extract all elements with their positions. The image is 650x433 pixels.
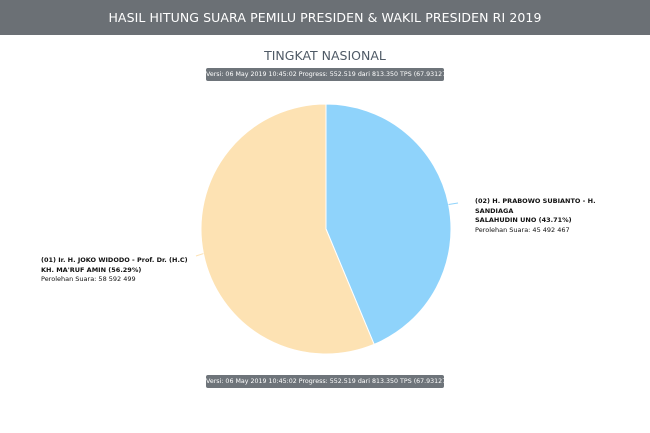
slice-label-02-votes: Perolehan Suara: 45 492 467 xyxy=(475,225,570,234)
version-badge-top: Versi: 06 May 2019 10:45:02 Progress: 55… xyxy=(206,68,444,81)
chart-subtitle: TINGKAT NASIONAL xyxy=(264,48,386,63)
slice-connector-0 xyxy=(448,202,459,205)
slice-label-01-votes: Perolehan Suara: 58 592 499 xyxy=(41,275,136,283)
slice-label-01-line1: (01) Ir. H. JOKO WIDODO - Prof. Dr. (H.C… xyxy=(41,256,188,264)
version-badge-bottom: Versi: 06 May 2019 10:45:02 Progress: 55… xyxy=(206,375,444,388)
slice-label-01: (01) Ir. H. JOKO WIDODO - Prof. Dr. (H.C… xyxy=(41,256,191,285)
slice-label-01-line2: KH. MA'RUF AMIN (56.29%) xyxy=(41,265,142,274)
slice-label-02-line1: (02) H. PRABOWO SUBIANTO - H. SANDIAGA xyxy=(475,197,596,215)
page-header: HASIL HITUNG SUARA PEMILU PRESIDEN & WAK… xyxy=(0,0,650,35)
pie-slice-0 xyxy=(325,103,452,346)
slice-label-02: (02) H. PRABOWO SUBIANTO - H. SANDIAGA S… xyxy=(475,197,635,235)
slice-label-02-line2: SALAHUDIN UNO (43.71%) xyxy=(475,216,572,224)
header-title: HASIL HITUNG SUARA PEMILU PRESIDEN & WAK… xyxy=(108,10,542,25)
slice-connector-1 xyxy=(195,253,204,257)
